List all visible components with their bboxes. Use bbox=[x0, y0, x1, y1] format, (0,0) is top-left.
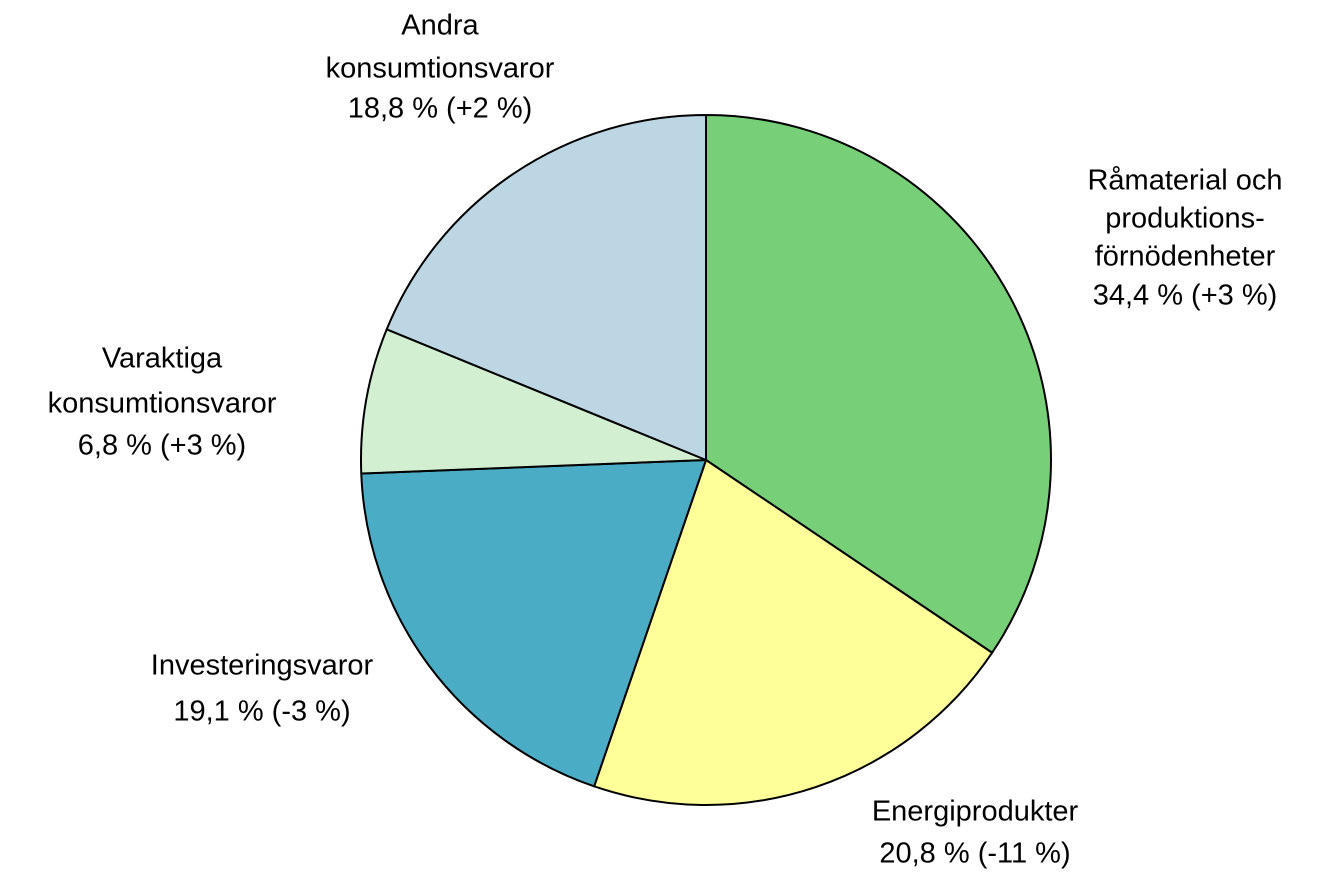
value-label: 18,8 % (+2 %) bbox=[348, 93, 533, 125]
slice-label: Andra bbox=[401, 10, 479, 42]
slice-label: produktions- bbox=[1105, 203, 1265, 235]
pie-slice bbox=[705, 114, 1052, 654]
value-label: 20,8 % (-11 %) bbox=[879, 838, 1070, 870]
pie-slice bbox=[360, 459, 707, 788]
slice-label: Energiprodukter bbox=[872, 796, 1079, 828]
slice-label: konsumtionsvaror bbox=[48, 388, 277, 420]
pie-slice bbox=[593, 459, 994, 806]
pie-slice bbox=[360, 328, 707, 475]
value-label: 6,8 % (+3 %) bbox=[78, 430, 246, 462]
slice-label: konsumtionsvaror bbox=[326, 53, 555, 85]
pie-slice bbox=[385, 114, 707, 461]
value-label: 34,4 % (+3 %) bbox=[1093, 280, 1278, 312]
slice-label: Råmaterial och bbox=[1087, 165, 1282, 197]
value-label: 19,1 % (-3 %) bbox=[173, 696, 350, 728]
slice-label: Investeringsvaror bbox=[151, 650, 374, 682]
slice-label: förnödenheter bbox=[1095, 241, 1276, 273]
slice-label: Varaktiga bbox=[102, 343, 223, 375]
